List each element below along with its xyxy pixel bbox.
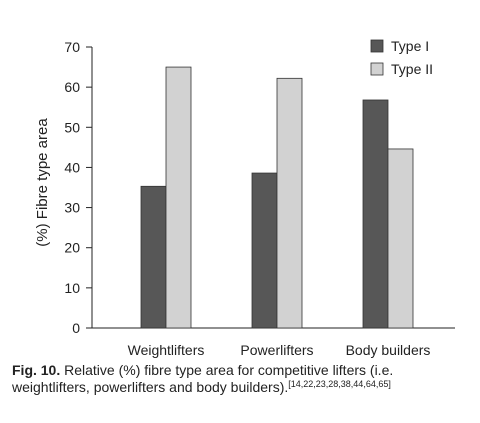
bar-type-ii bbox=[165, 66, 192, 329]
bar-type-i bbox=[362, 99, 389, 329]
y-axis-title: (%) Fibre type area bbox=[34, 118, 51, 247]
legend: Type I Type II bbox=[370, 38, 433, 77]
bar-type-ii bbox=[276, 77, 303, 329]
legend-label: Type II bbox=[391, 61, 433, 77]
x-tick-label: Weightlifters bbox=[128, 342, 205, 358]
bar-type-ii bbox=[387, 148, 414, 329]
bar-type-i bbox=[251, 172, 278, 329]
y-tick-label: 10 bbox=[64, 280, 80, 296]
x-tick-label: Powerlifters bbox=[240, 342, 313, 358]
bars bbox=[140, 66, 414, 329]
caption-text: Relative (%) fibre type area for competi… bbox=[12, 362, 394, 395]
y-tick-label: 20 bbox=[64, 240, 80, 256]
legend-swatch bbox=[370, 62, 384, 76]
y-tick-label: 0 bbox=[72, 320, 80, 336]
y-tick-label: 70 bbox=[64, 39, 80, 55]
legend-swatch bbox=[370, 39, 384, 53]
caption-refs: [14,22,23,28,38,44,64,65] bbox=[288, 379, 391, 389]
axes: 0 10 20 30 40 50 60 70 bbox=[64, 39, 455, 336]
y-tick-label: 60 bbox=[64, 79, 80, 95]
bar-type-i bbox=[140, 185, 167, 329]
x-tick-labels: Weightlifters Powerlifters Body builders bbox=[128, 342, 431, 358]
y-tick-label: 30 bbox=[64, 200, 80, 216]
bar-chart: 0 10 20 30 40 50 60 70 Weightlifters Powerlifter… bbox=[34, 38, 455, 358]
caption-label: Fig. 10. bbox=[12, 362, 61, 378]
legend-label: Type I bbox=[391, 38, 429, 54]
x-tick-label: Body builders bbox=[346, 342, 431, 358]
y-tick-label: 50 bbox=[64, 119, 80, 135]
figure-caption: Fig. 10. Relative (%) fibre type area fo… bbox=[12, 362, 472, 396]
y-tick-label: 40 bbox=[64, 159, 80, 175]
